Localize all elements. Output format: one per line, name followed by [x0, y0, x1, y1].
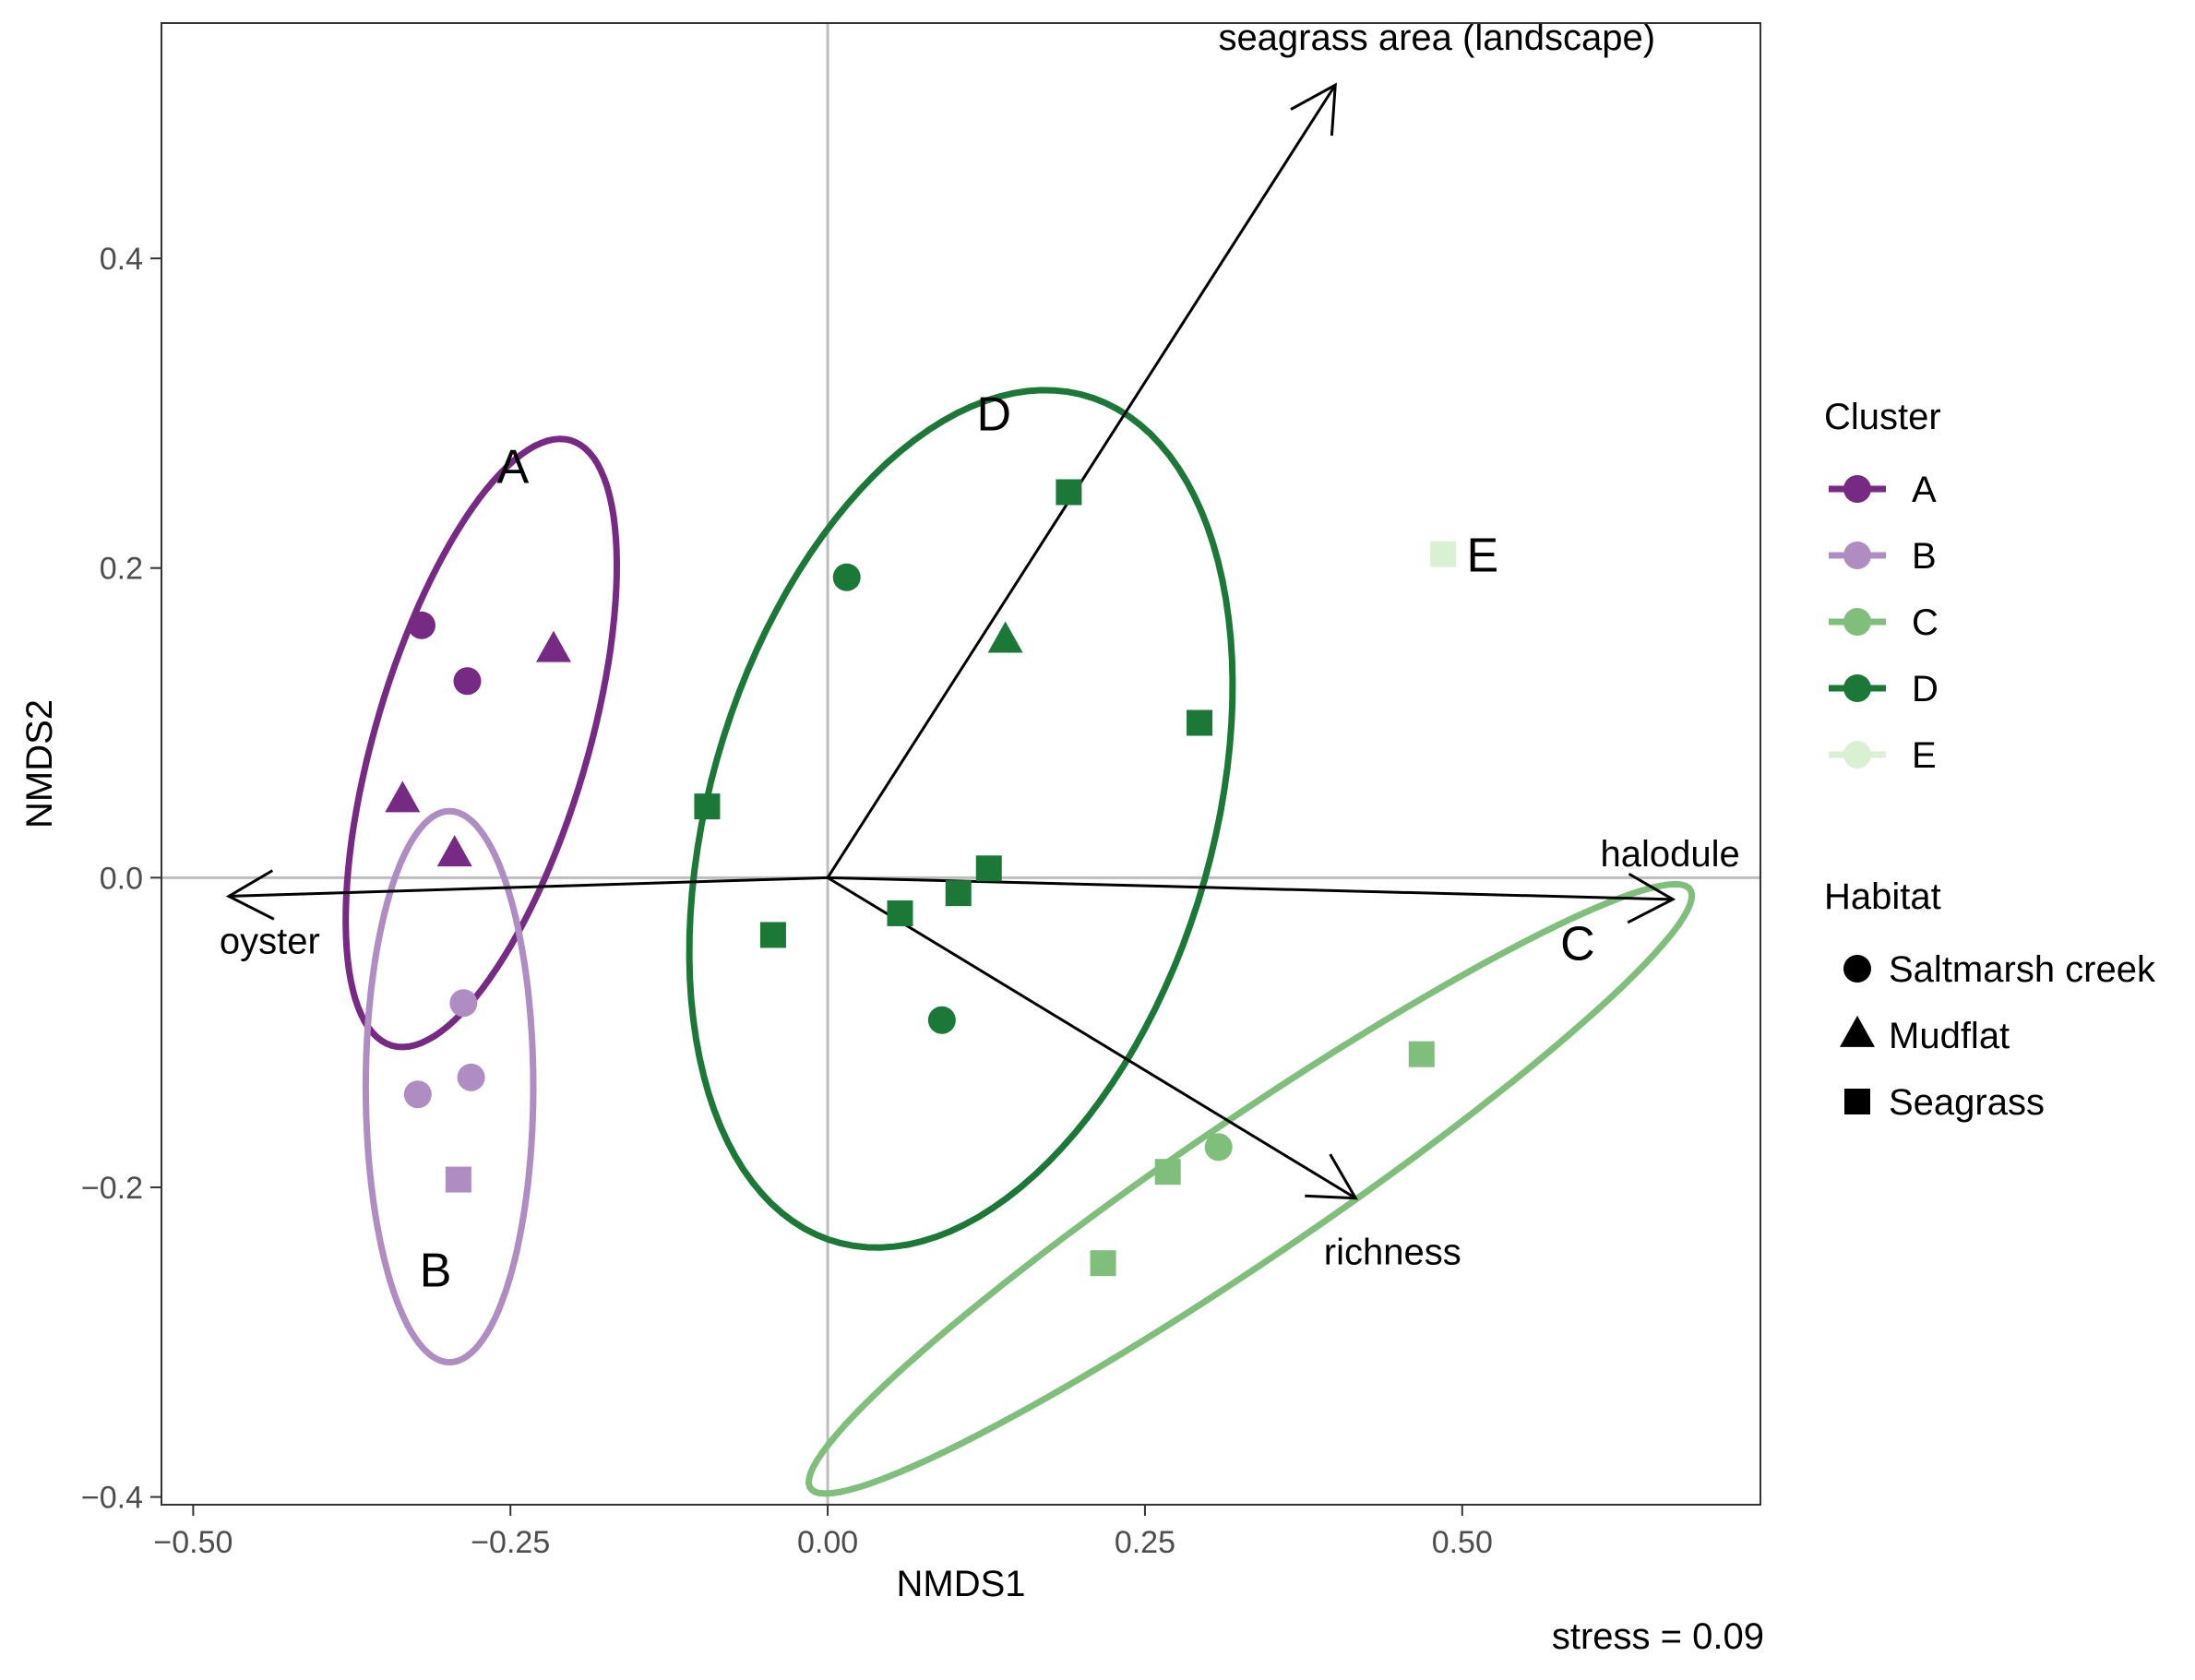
point-d-circle-22 — [927, 1006, 956, 1034]
legend-label-e: E — [1912, 735, 1937, 776]
point-d-square-18 — [975, 855, 1002, 882]
cluster-label-d: D — [976, 388, 1011, 442]
cluster-label-a: A — [497, 441, 530, 494]
legend-key-marker-c — [1843, 608, 1871, 636]
vector-arrowhead-seagrass-area-landscape — [1290, 82, 1337, 137]
point-a-triangle-4 — [436, 835, 472, 867]
y-tick-label: −0.4 — [81, 1481, 143, 1516]
data-points — [385, 479, 1457, 1277]
legend-label-seagrass: Seagrass — [1889, 1082, 2045, 1123]
x-tick-label: 0.25 — [1115, 1525, 1175, 1560]
ellipse-cluster-c — [805, 880, 1696, 1497]
point-c-square-11 — [1154, 1159, 1181, 1186]
point-d-square-17 — [694, 793, 721, 820]
legend-key-triangle — [1840, 1015, 1875, 1047]
zero-lines — [161, 23, 1760, 1505]
vector-arrowhead-richness — [1305, 1153, 1358, 1200]
vector-label-oyster: oyster — [220, 921, 320, 961]
x-tick-label: −0.50 — [153, 1525, 233, 1560]
cluster-label-b: B — [420, 1245, 452, 1298]
point-d-triangle-15 — [987, 621, 1023, 653]
y-tick-label: −0.2 — [81, 1171, 143, 1206]
cluster-label-e: E — [1466, 529, 1498, 582]
plot-panel-border — [161, 22, 1761, 1506]
x-axis-label: NMDS1 — [896, 1564, 1025, 1604]
point-b-circle-7 — [457, 1063, 485, 1091]
y-axis-label: NMDS2 — [19, 699, 60, 828]
point-e-square-23 — [1430, 541, 1457, 567]
legend-label-d: D — [1912, 669, 1939, 709]
legend-key-marker-d — [1843, 674, 1871, 702]
stress-label: stress = 0.09 — [1552, 1616, 1764, 1657]
point-d-square-20 — [887, 900, 913, 926]
vector-label-seagrass-area-landscape: seagrass area (landscape) — [1218, 18, 1655, 58]
point-b-circle-6 — [403, 1080, 432, 1109]
legend-label-saltmarsh-creek: Saltmarsh creek — [1889, 949, 2156, 990]
point-b-circle-5 — [449, 989, 478, 1018]
x-tick-label: 0.50 — [1432, 1525, 1493, 1560]
point-d-circle-13 — [832, 563, 861, 591]
point-c-square-12 — [1090, 1250, 1116, 1277]
cluster-label-c: C — [1560, 918, 1595, 971]
point-a-circle-1 — [453, 667, 482, 696]
y-tick-label: 0.4 — [100, 242, 143, 277]
point-a-triangle-3 — [385, 780, 421, 813]
legend-key-marker-e — [1843, 741, 1871, 769]
legend-label-a: A — [1912, 470, 1937, 510]
point-d-square-21 — [759, 922, 786, 948]
y-tick-label: 0.0 — [100, 861, 143, 896]
point-d-square-14 — [1056, 479, 1082, 506]
legend-title-cluster: Cluster — [1824, 397, 1941, 437]
point-c-circle-10 — [1204, 1133, 1233, 1162]
ellipse-cluster-a — [342, 435, 621, 1051]
vector-label-halodule: halodule — [1600, 834, 1739, 875]
axes: −0.50 −0.25 0.00 0.25 0.50 −0.4 −0.2 0.0 0.2 0.4 — [81, 242, 1493, 1560]
legend-label-c: C — [1912, 602, 1939, 643]
point-b-square-8 — [445, 1166, 471, 1193]
x-tick-label: 0.00 — [797, 1525, 858, 1560]
vector-line-richness — [827, 876, 1357, 1200]
legend-key-square — [1844, 1089, 1870, 1114]
cluster-labels: A B C D E — [420, 388, 1595, 1298]
y-tick-label: 0.2 — [100, 552, 143, 587]
legend-key-marker-b — [1843, 542, 1871, 569]
point-c-square-9 — [1408, 1041, 1435, 1067]
point-a-circle-0 — [407, 611, 435, 639]
ellipse-cluster-b — [362, 807, 537, 1366]
vector-label-richness: richness — [1324, 1233, 1461, 1273]
legend-key-circle — [1843, 955, 1871, 983]
vector-arrowhead-halodule — [1627, 872, 1676, 924]
legend-title-habitat: Habitat — [1824, 876, 1941, 917]
point-d-square-19 — [945, 880, 972, 907]
x-tick-label: −0.25 — [471, 1525, 550, 1560]
point-a-triangle-2 — [535, 630, 571, 662]
legend-label-b: B — [1912, 536, 1937, 577]
vector-arrowhead-oyster — [225, 869, 275, 921]
legend-key-marker-a — [1843, 475, 1871, 503]
point-d-square-16 — [1187, 709, 1213, 736]
cluster-ellipses — [342, 387, 1696, 1497]
vector-line-oyster — [228, 876, 829, 898]
legend-label-mudflat: Mudflat — [1889, 1016, 2010, 1056]
ellipse-cluster-d — [686, 387, 1236, 1251]
